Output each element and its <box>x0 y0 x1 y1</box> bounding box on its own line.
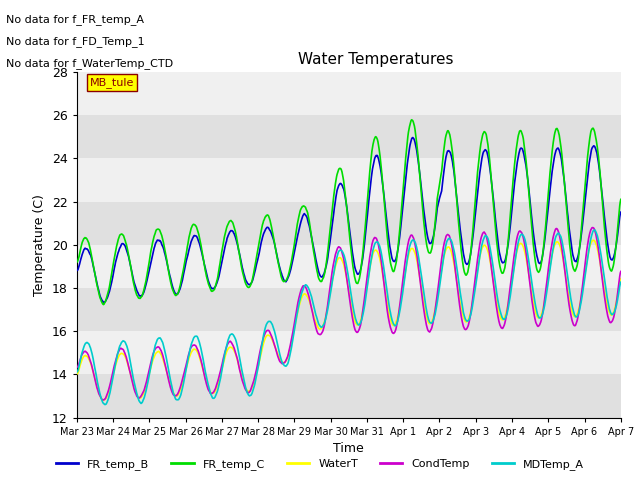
Bar <box>77 331 621 374</box>
Text: No data for f_FR_temp_A: No data for f_FR_temp_A <box>6 14 145 25</box>
X-axis label: Time: Time <box>333 442 364 455</box>
Bar <box>77 72 621 115</box>
Text: No data for f_WaterTemp_CTD: No data for f_WaterTemp_CTD <box>6 58 173 69</box>
Y-axis label: Temperature (C): Temperature (C) <box>33 194 46 296</box>
Bar <box>77 245 621 288</box>
Bar <box>77 374 621 418</box>
Text: MB_tule: MB_tule <box>90 77 134 88</box>
Title: Water Temperatures: Water Temperatures <box>298 52 454 67</box>
Legend: FR_temp_B, FR_temp_C, WaterT, CondTemp, MDTemp_A: FR_temp_B, FR_temp_C, WaterT, CondTemp, … <box>52 455 588 474</box>
Bar <box>77 158 621 202</box>
Text: No data for f_FD_Temp_1: No data for f_FD_Temp_1 <box>6 36 145 47</box>
Bar <box>77 115 621 158</box>
Bar <box>77 202 621 245</box>
Bar <box>77 288 621 331</box>
